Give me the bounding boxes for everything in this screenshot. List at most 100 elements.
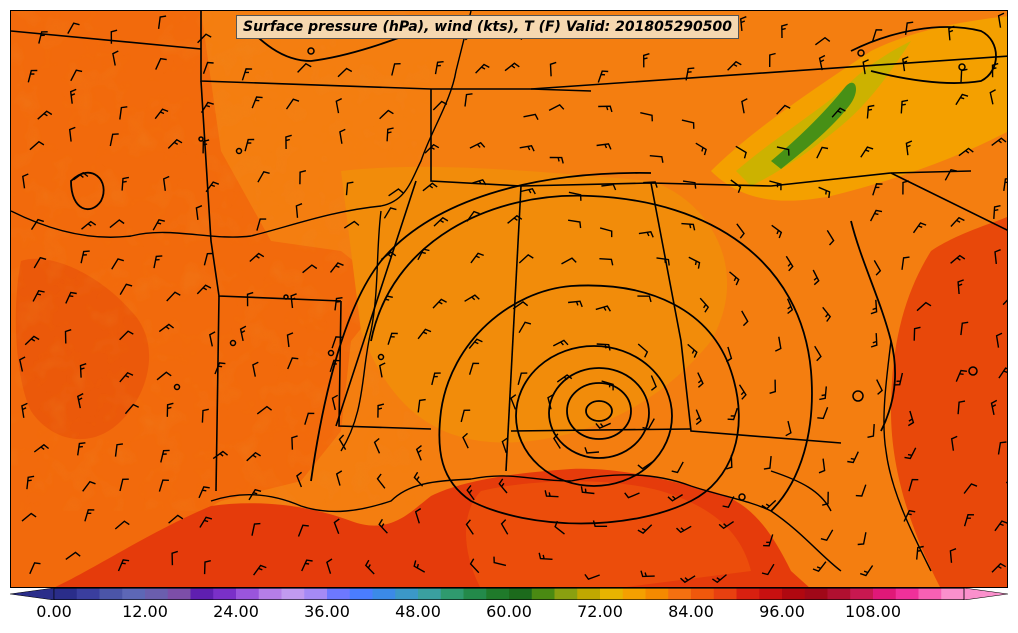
wind-barb: [997, 441, 1007, 455]
wind-barb: [168, 514, 184, 524]
wind-barb: [167, 138, 183, 149]
wind-barb: [251, 522, 261, 536]
wind-barb: [466, 210, 480, 222]
wind-barb: [171, 550, 179, 566]
wind-barb: [29, 562, 41, 575]
colorbar-segment: [258, 588, 282, 600]
wind-barb: [786, 298, 794, 315]
map-canvas: [11, 11, 1007, 587]
wind-barb: [378, 518, 388, 534]
wind-barb: [291, 435, 298, 450]
wind-barb: [200, 101, 214, 113]
wind-barb: [214, 362, 226, 375]
wind-barb: [155, 57, 167, 70]
colorbar-tick-label: 108.00: [845, 602, 901, 621]
wind-barb: [386, 127, 394, 142]
wind-barb: [741, 310, 749, 327]
wind-barb: [518, 321, 532, 334]
wind-barb: [434, 61, 444, 75]
wind-barb: [338, 434, 347, 450]
wind-barb: [417, 398, 426, 413]
wind-barb: [763, 456, 772, 470]
wind-barb: [769, 379, 777, 394]
wind-barb: [729, 271, 740, 286]
wind-barb: [595, 422, 611, 429]
wind-barb: [111, 258, 124, 270]
colorbar-tick-label: 84.00: [668, 602, 714, 621]
colorbar-segment: [668, 588, 692, 600]
colorbar-segment: [304, 588, 328, 600]
wind-barb: [820, 529, 834, 542]
colorbar-segment: [759, 588, 783, 600]
wind-barb: [256, 218, 267, 231]
wind-barb: [493, 556, 507, 567]
colorbar-segment: [577, 588, 601, 600]
wind-barb: [991, 562, 1007, 573]
wind-barb: [944, 169, 958, 181]
wind-barb: [415, 445, 422, 461]
wind-barb: [433, 216, 449, 227]
colorbar-tick-label: 12.00: [122, 602, 168, 621]
wind-barb: [464, 93, 473, 107]
wind-barb: [601, 183, 617, 191]
colorbar-segment: [167, 588, 191, 600]
wind-barb: [376, 473, 386, 489]
wind-barb: [599, 227, 613, 238]
wind-barb: [198, 486, 210, 499]
wind-barb: [248, 488, 262, 501]
wind-barb: [598, 105, 613, 113]
wind-barb: [568, 300, 583, 308]
wind-barb: [957, 279, 964, 295]
wind-barb: [422, 182, 438, 192]
colorbar-segment: [850, 588, 874, 600]
wind-barb: [373, 437, 381, 454]
wind-barb: [153, 255, 163, 269]
colorbar-segment: [418, 588, 442, 600]
wind-barb: [556, 374, 573, 383]
wind-barb: [727, 60, 742, 71]
colorbar-segment: [236, 588, 260, 600]
colorbar-segment: [440, 588, 464, 600]
wind-barb: [857, 532, 867, 546]
wind-barb: [82, 480, 96, 492]
wind-barb: [119, 283, 133, 295]
wind-barb: [950, 216, 965, 227]
wind-barb: [470, 178, 487, 186]
wind-barb: [251, 96, 263, 109]
wind-barb: [162, 175, 170, 191]
wind-barb: [642, 53, 650, 68]
wind-barb: [785, 255, 794, 272]
wind-barb: [597, 70, 609, 83]
wind-barb: [518, 254, 534, 264]
wind-barb: [302, 264, 318, 274]
wind-barb: [27, 69, 38, 83]
wind-barb: [158, 323, 175, 333]
wind-barb: [699, 297, 710, 313]
wind-barb: [656, 257, 670, 266]
wind-barb: [285, 98, 300, 110]
colorbar-segment: [895, 588, 919, 600]
colorbar-segment: [327, 588, 351, 600]
wind-barb: [196, 284, 212, 295]
wind-barb: [637, 524, 653, 534]
wind-barb: [297, 524, 309, 537]
wind-barb: [818, 458, 826, 474]
wind-barb: [960, 68, 968, 83]
wind-barb: [775, 336, 782, 352]
wind-barb: [32, 290, 45, 302]
wind-barb: [469, 141, 486, 149]
wind-barb: [637, 461, 653, 470]
wind-barb: [637, 343, 649, 358]
wind-barb: [510, 394, 517, 410]
wind-barb: [913, 326, 921, 341]
wind-barb: [1002, 299, 1007, 306]
wind-barb: [538, 552, 553, 560]
wind-barb: [154, 108, 169, 120]
wind-barb: [519, 145, 535, 152]
wind-barb: [197, 33, 212, 44]
wind-barb: [24, 335, 40, 346]
colorbar-segment: [281, 588, 305, 600]
wind-barb: [601, 380, 614, 391]
mountain-band-green: [771, 82, 857, 169]
wind-barb: [688, 256, 701, 269]
